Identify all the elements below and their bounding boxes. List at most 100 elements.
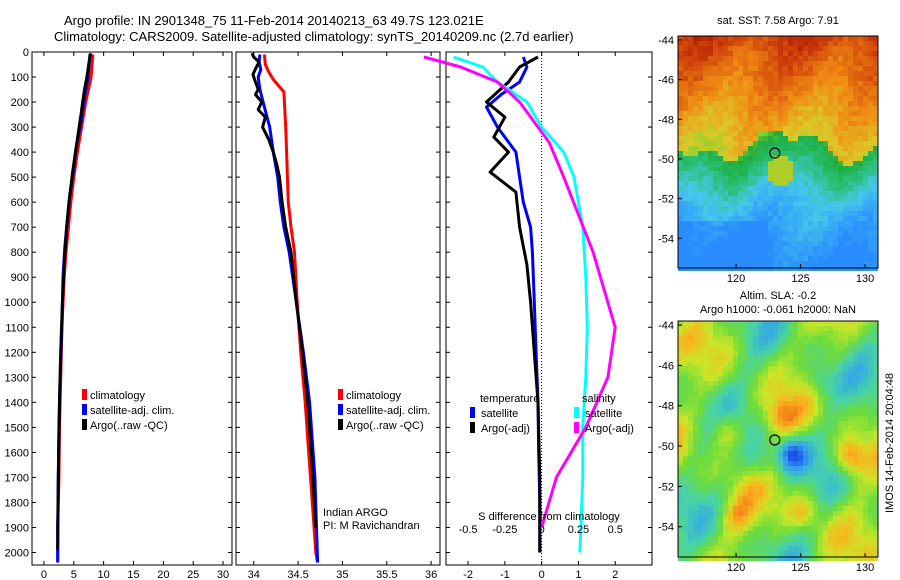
sla-map-cell — [713, 336, 718, 341]
sst-map-cell — [853, 61, 858, 66]
sla-map-cell — [703, 351, 708, 356]
sst-map-cell — [768, 196, 773, 201]
sst-map-cell — [768, 156, 773, 161]
sst-map-cell — [738, 181, 743, 186]
sla-map-cell — [788, 526, 793, 531]
sla-map-cell — [708, 556, 713, 561]
sst-map-cell — [838, 161, 843, 166]
sst-map-cell — [743, 116, 748, 121]
sst-map-cell — [783, 191, 788, 196]
sla-map-cell — [768, 486, 773, 491]
sst-map-cell — [703, 196, 708, 201]
sst-map-cell — [763, 56, 768, 61]
sst-map-cell — [683, 191, 688, 196]
sla-map-cell — [768, 506, 773, 511]
sst-map-cell — [763, 136, 768, 141]
sst-map-cell — [823, 106, 828, 111]
sla-map-cell — [758, 386, 763, 391]
sst-map-cell — [708, 226, 713, 231]
sst-map-cell — [818, 251, 823, 256]
sst-map-cell — [778, 221, 783, 226]
sst-map-cell — [863, 71, 868, 76]
sst-map-cell — [818, 61, 823, 66]
sla-map-cell — [828, 361, 833, 366]
sst-map-cell — [833, 206, 838, 211]
sst-map-cell — [693, 81, 698, 86]
sla-map-cell — [833, 466, 838, 471]
sla-map-cell — [793, 531, 798, 536]
sst-map-cell — [743, 71, 748, 76]
sla-map-cell — [743, 491, 748, 496]
sla-map-cell — [698, 471, 703, 476]
sst-map-cell — [708, 61, 713, 66]
sst-map-cell — [688, 241, 693, 246]
sst-map-cell — [758, 61, 763, 66]
sst-map-cell — [868, 36, 873, 41]
sst-map-cell — [743, 191, 748, 196]
sst-map-cell — [718, 251, 723, 256]
sst-map-cell — [678, 241, 683, 246]
sst-map-cell — [708, 91, 713, 96]
sst-map-cell — [688, 66, 693, 71]
sst-map-cell — [858, 66, 863, 71]
sla-map-cell — [733, 511, 738, 516]
sst-map-cell — [763, 151, 768, 156]
sst-map-cell — [753, 236, 758, 241]
sst-map-cell — [873, 71, 878, 76]
sst-map-cell — [758, 256, 763, 261]
sst-map-cell — [713, 196, 718, 201]
top-axis-tick-label: 0.5 — [608, 524, 623, 536]
sst-map-cell — [823, 261, 828, 266]
sla-map-cell — [843, 421, 848, 426]
sla-map-cell — [798, 541, 803, 546]
sst-map-cell — [868, 166, 873, 171]
sla-map-cell — [813, 336, 818, 341]
sst-map-cell — [853, 46, 858, 51]
sst-map-cell — [728, 61, 733, 66]
sst-map-cell — [738, 226, 743, 231]
sst-map-cell — [798, 76, 803, 81]
sst-map-cell — [753, 61, 758, 66]
sla-map-cell — [868, 366, 873, 371]
sla-map-cell — [693, 546, 698, 551]
sst-map-cell — [873, 56, 878, 61]
figure-title-line2: Climatology: CARS2009. Satellite-adjuste… — [54, 29, 574, 44]
sst-map-cell — [843, 56, 848, 61]
sst-map-cell — [703, 61, 708, 66]
sla-map-cell — [783, 431, 788, 436]
sst-map-cell — [813, 66, 818, 71]
sla-map-cell — [758, 471, 763, 476]
sla-map-cell — [808, 516, 813, 521]
sst-map-cell — [838, 41, 843, 46]
sst-map-cell — [873, 151, 878, 156]
sla-map-cell — [838, 426, 843, 431]
sst-map-cell — [728, 221, 733, 226]
sst-map-cell — [748, 96, 753, 101]
sla-map-cell — [723, 416, 728, 421]
sla-map-cell — [688, 556, 693, 561]
sla-map-cell — [738, 451, 743, 456]
sla-map-cell — [768, 546, 773, 551]
sla-map-cell — [868, 506, 873, 511]
depth-tick-label: 200 — [11, 97, 29, 109]
sla-map-cell — [688, 551, 693, 556]
sst-map-cell — [753, 136, 758, 141]
sst-map-cell — [828, 61, 833, 66]
sst-map-cell — [793, 236, 798, 241]
sst-map-cell — [723, 111, 728, 116]
sst-map-cell — [798, 46, 803, 51]
sla-map-cell — [753, 541, 758, 546]
sst-map-cell — [778, 76, 783, 81]
sla-map-cell — [753, 401, 758, 406]
sla-map-cell — [758, 336, 763, 341]
sst-map-cell — [678, 181, 683, 186]
sla-map-cell — [833, 536, 838, 541]
sst-map-cell — [693, 171, 698, 176]
sst-map-cell — [823, 151, 828, 156]
sst-map-cell — [743, 41, 748, 46]
sst-map-cell — [753, 231, 758, 236]
sla-map-cell — [788, 341, 793, 346]
sla-map-cell — [758, 506, 763, 511]
sst-map-cell — [838, 256, 843, 261]
sla-map-cell — [748, 376, 753, 381]
